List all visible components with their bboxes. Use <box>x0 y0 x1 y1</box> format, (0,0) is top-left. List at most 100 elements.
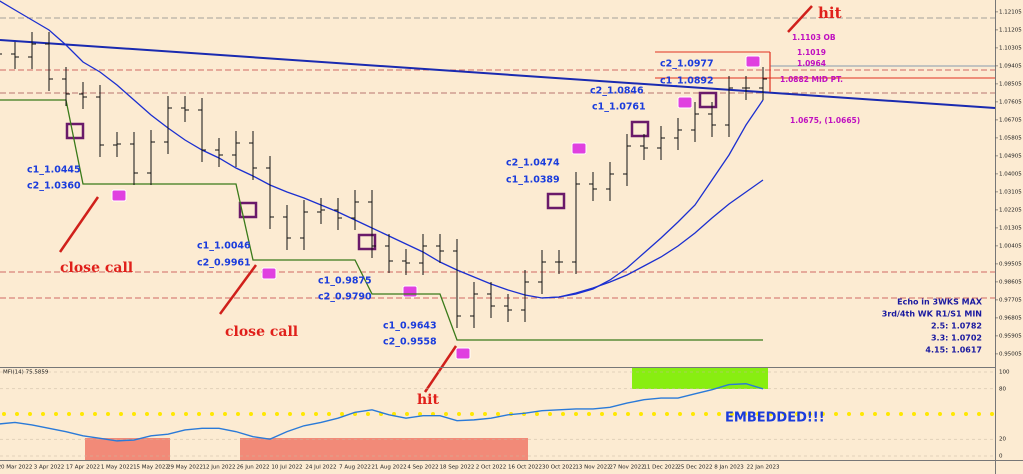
y-tick-label: 0.97705 <box>999 297 1022 303</box>
y-tick-label: 1.04905 <box>999 153 1022 159</box>
x-tick-label: 15 May 2022 <box>133 465 169 471</box>
y-tick-label: 0.99505 <box>999 261 1022 267</box>
annotation: 1.1103 OB <box>792 33 836 42</box>
info-line: 2.5: 1.0782 <box>931 322 982 331</box>
x-tick-label: 18 Sep 2022 <box>440 465 475 471</box>
annotation: c2_0.9961 <box>197 258 251 269</box>
arrow <box>58 196 100 253</box>
y-tick-label: 1.02205 <box>999 207 1022 213</box>
icon <box>111 189 127 202</box>
x-tick-label: 26 Jun 2022 <box>236 465 269 471</box>
annotation: c1_0.9875 <box>318 276 372 287</box>
arrow <box>423 345 458 393</box>
y-tick-label: 1.04005 <box>999 171 1022 177</box>
mfi-line <box>0 383 764 442</box>
icon <box>455 347 471 360</box>
annotation: c1_0.9643 <box>383 321 437 332</box>
icon <box>571 142 587 155</box>
info-line: 4.15: 1.0617 <box>925 346 982 355</box>
annotation: c2_1.0977 <box>660 59 714 70</box>
annotation: 1.0964 <box>797 59 826 68</box>
icon <box>402 285 418 298</box>
x-tick-label: 13 Nov 2022 <box>575 465 610 471</box>
indicator-title: MFI(14) 75.5859 <box>3 370 49 376</box>
x-tick-label: 24 Jul 2022 <box>305 465 336 471</box>
trend-line <box>0 39 996 109</box>
annotation: c1_1.0445 <box>27 165 81 176</box>
info-line: 3rd/4th WK R1/S1 MIN <box>882 310 982 319</box>
y-tick-label: 1.07605 <box>999 99 1022 105</box>
x-tick-label: 2 Oct 2022 <box>476 465 507 471</box>
arrow <box>218 264 258 315</box>
y-tick-label: 1.00405 <box>999 243 1022 249</box>
annotation: hit <box>417 392 439 408</box>
x-tick-label: 4 Sep 2022 <box>407 465 438 471</box>
x-tick-label: 10 Jul 2022 <box>271 465 302 471</box>
oversold-zone <box>240 438 528 460</box>
y-tick-label: 0 <box>999 454 1003 460</box>
annotation: c2_1.0360 <box>27 181 81 192</box>
y-tick-label: 1.03105 <box>999 189 1022 195</box>
annotation: c1_1.0046 <box>197 241 251 252</box>
indicator-line <box>0 99 763 341</box>
x-tick-label: 16 Oct 2022 <box>508 465 542 471</box>
x-tick-label: 25 Dec 2022 <box>677 465 712 471</box>
annotation: c1_1.0761 <box>592 102 646 113</box>
x-tick-label: 22 Jan 2023 <box>747 465 780 471</box>
annotation: 1.1019 <box>797 48 826 57</box>
y-tick-label: 1.09405 <box>999 63 1022 69</box>
x-tick-label: 29 May 2022 <box>167 465 203 471</box>
x-tick-label: 11 Dec 2022 <box>643 465 678 471</box>
marker-box <box>238 201 258 219</box>
y-tick-label: 1.06705 <box>999 117 1022 123</box>
y-tick-label: 0.95005 <box>999 351 1022 357</box>
y-tick-label: 1.05805 <box>999 135 1022 141</box>
oversold-zone <box>85 438 170 460</box>
x-tick-label: 12 Jun 2022 <box>202 465 235 471</box>
marker-boxes <box>65 91 718 251</box>
x-tick-label: 3 Apr 2022 <box>34 465 65 471</box>
annotation: close call <box>225 324 298 340</box>
marker-box <box>546 192 566 210</box>
annotation: c2_0.9790 <box>318 292 372 303</box>
info-line: 3.3: 1.0702 <box>931 334 982 343</box>
annotation: hit <box>818 4 842 22</box>
y-tick-label: 1.08505 <box>999 81 1022 87</box>
x-tick-label: 30 Oct 2022 <box>542 465 576 471</box>
annotation: EMBEDDED!!! <box>725 411 825 426</box>
arrow <box>787 5 813 33</box>
y-tick-label: 0.98605 <box>999 279 1022 285</box>
y-tick-label: 1.10305 <box>999 45 1022 51</box>
icon <box>677 96 693 109</box>
x-tick-label: 7 Aug 2022 <box>339 465 371 471</box>
info-line: Echo in 3WKS MAX <box>897 298 983 307</box>
annotation: c1_1.0892 <box>660 76 714 87</box>
y-tick-label: 0.95905 <box>999 333 1022 339</box>
marker-box <box>698 91 718 109</box>
y-tick-label: 1.01305 <box>999 225 1022 231</box>
indicator-line <box>541 179 764 299</box>
marker-box <box>65 122 85 140</box>
x-tick-label: 27 Nov 2022 <box>609 465 644 471</box>
annotation: c2_1.0846 <box>590 86 644 97</box>
y-tick-label: 1.12105 <box>999 9 1022 15</box>
y-tick-label: 0.96805 <box>999 315 1022 321</box>
annotation: c2_0.9558 <box>383 337 437 348</box>
indicator-line <box>0 0 764 299</box>
annotation: c2_1.0474 <box>506 158 560 169</box>
annotation: 1.0675, (1.0665) <box>790 116 860 125</box>
icons <box>111 55 761 360</box>
icon <box>745 55 761 68</box>
annotation: close call <box>60 260 133 276</box>
y-tick-label: 80 <box>999 386 1006 392</box>
annotation: 1.0882 MID PT. <box>780 75 843 84</box>
x-tick-label: 20 Mar 2022 <box>0 465 32 471</box>
x-tick-label: 8 Jan 2023 <box>714 465 744 471</box>
annotation: c1_1.0389 <box>506 175 560 186</box>
y-tick-label: 100 <box>999 370 1010 376</box>
y-tick-label: 1.11205 <box>999 27 1022 33</box>
overbought-zone <box>632 368 768 389</box>
